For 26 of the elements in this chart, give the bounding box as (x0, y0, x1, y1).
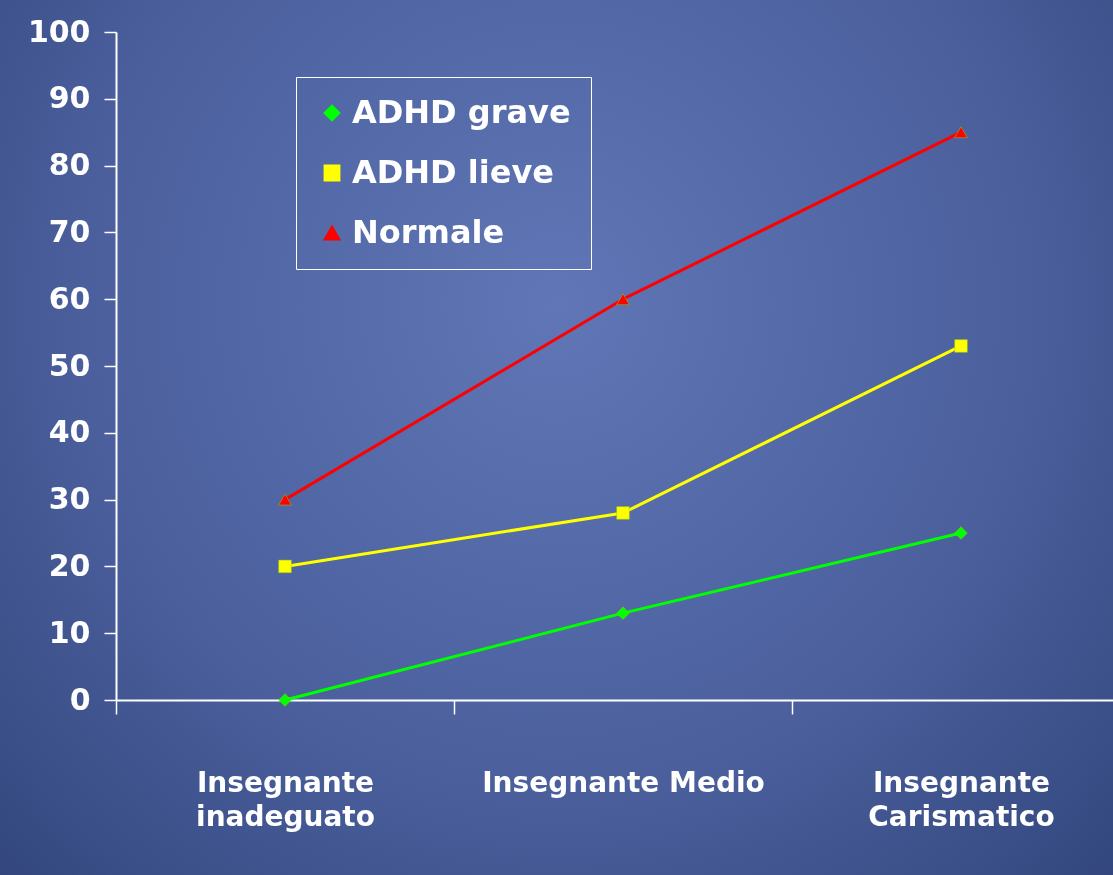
y-tick-label: 50 (48, 347, 91, 383)
y-tick-label: 80 (48, 147, 91, 183)
y-tick-label: 20 (48, 547, 91, 583)
point (616, 506, 630, 520)
x-tick-label: Insegnante inadeguato (196, 765, 375, 833)
y-tick-label: 30 (48, 481, 91, 517)
y-tick-label: 100 (27, 13, 91, 49)
point (954, 126, 968, 138)
y-tick-label: 70 (48, 213, 91, 249)
x-tick-label: Insegnante Medio (482, 765, 765, 799)
x-tick-label: Insegnante Carismatico (868, 765, 1055, 833)
y-tick-label: 10 (48, 614, 91, 650)
point (616, 293, 630, 305)
y-tick-label: 90 (48, 80, 91, 116)
point (616, 606, 630, 620)
y-tick-label: 40 (48, 414, 91, 450)
legend-label: Normale (352, 213, 505, 251)
point (278, 493, 292, 506)
legend-label: ADHD grave (352, 93, 571, 131)
y-tick-label: 0 (69, 681, 91, 717)
point (278, 693, 292, 707)
legend-label: ADHD lieve (352, 153, 555, 191)
y-tick-label: 60 (48, 280, 91, 316)
point (954, 339, 968, 353)
point (954, 526, 968, 540)
point (278, 559, 292, 573)
